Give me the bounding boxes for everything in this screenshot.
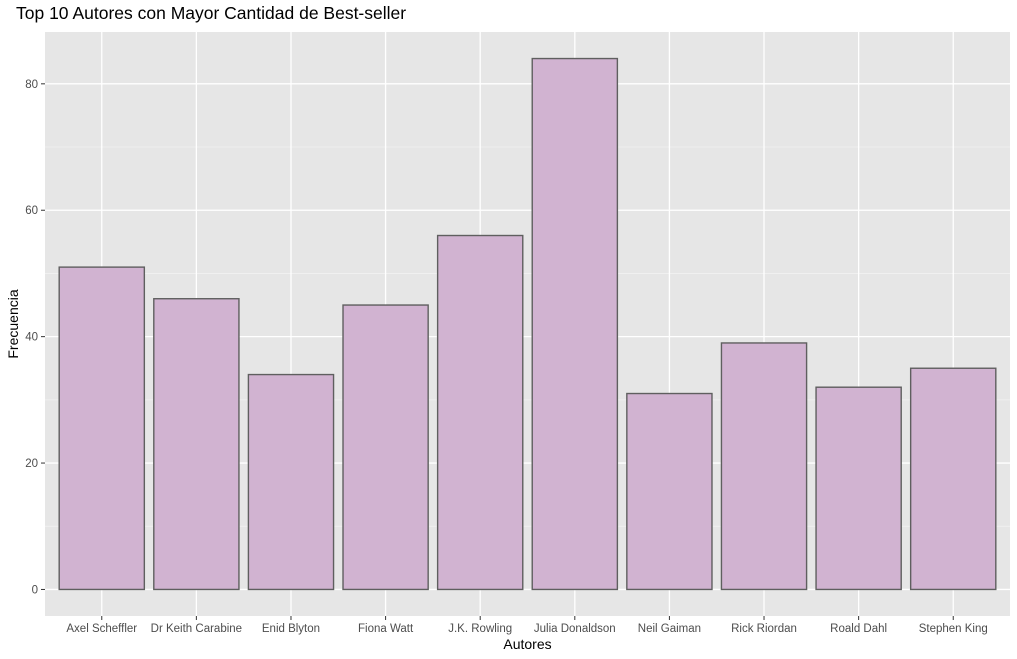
y-tick-label: 40 [25, 332, 38, 344]
x-axis: Axel Scheffler Dr Keith Carabine Enid Blyt… [66, 616, 988, 635]
x-tick-label: Roald Dahl [830, 623, 887, 635]
x-axis-title: Autores [503, 636, 551, 652]
y-tick-label: 60 [25, 205, 38, 217]
chart-title: Top 10 Autores con Mayor Cantidad de Bes… [16, 3, 407, 23]
y-axis-title: Frecuencia [5, 289, 21, 358]
x-tick-label: Axel Scheffler [66, 623, 137, 635]
bar [342, 304, 429, 591]
bar [626, 392, 713, 591]
y-axis: 0 20 40 60 80 [25, 79, 45, 596]
x-tick-label: Enid Blyton [262, 623, 320, 635]
bar [58, 266, 146, 591]
bar [909, 367, 997, 591]
bar [153, 298, 240, 591]
x-tick-label: Neil Gaiman [638, 623, 701, 635]
bar [531, 57, 619, 591]
bar [815, 386, 902, 591]
x-tick-label: Fiona Watt [358, 623, 414, 635]
x-tick-label: Julia Donaldson [534, 623, 616, 635]
y-tick-label: 0 [32, 584, 38, 596]
x-tick-label: Dr Keith Carabine [151, 623, 242, 635]
bar [247, 373, 335, 591]
x-tick-label: J.K. Rowling [448, 623, 512, 635]
y-tick-label: 20 [25, 458, 38, 470]
bars [58, 57, 997, 591]
bar [720, 342, 808, 591]
x-tick-label: Stephen King [919, 623, 988, 635]
y-tick-label: 80 [25, 79, 38, 91]
bar [436, 234, 524, 591]
x-tick-label: Rick Riordan [731, 623, 797, 635]
